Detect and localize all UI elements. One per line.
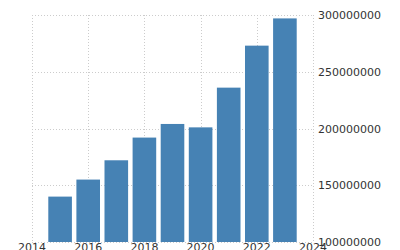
x-grid-line [313, 15, 314, 242]
x-axis-labels: 201420162018202020222024 [18, 241, 327, 250]
bar [104, 160, 128, 242]
bars [48, 18, 296, 242]
y-grid-line [32, 72, 313, 73]
bar [48, 197, 72, 242]
bar [217, 88, 241, 242]
y-tick-label: 150000000 [318, 179, 381, 192]
bar [133, 138, 157, 242]
bar [245, 46, 269, 242]
chart-container: 2014201620182020202220241000000001500000… [0, 0, 400, 250]
bar [189, 127, 213, 242]
x-tick-label: 2014 [18, 241, 46, 250]
y-tick-label: 100000000 [318, 236, 381, 249]
x-tick-label: 2018 [130, 241, 158, 250]
bar [76, 180, 100, 242]
y-tick-label: 250000000 [318, 66, 381, 79]
y-grid-line [32, 15, 313, 16]
bar [161, 124, 185, 242]
y-tick-label: 200000000 [318, 123, 381, 136]
x-tick-label: 2020 [187, 241, 215, 250]
grid [32, 15, 314, 243]
y-axis-labels: 100000000 150000000 200000000 250000000 3000… [318, 9, 381, 249]
x-tick-label: 2022 [243, 241, 271, 250]
bar [273, 18, 297, 242]
y-tick-label: 300000000 [318, 9, 381, 22]
chart-svg: 2014201620182020202220241000000001500000… [0, 0, 400, 250]
x-tick-label: 2016 [74, 241, 102, 250]
x-grid-line [32, 15, 33, 242]
